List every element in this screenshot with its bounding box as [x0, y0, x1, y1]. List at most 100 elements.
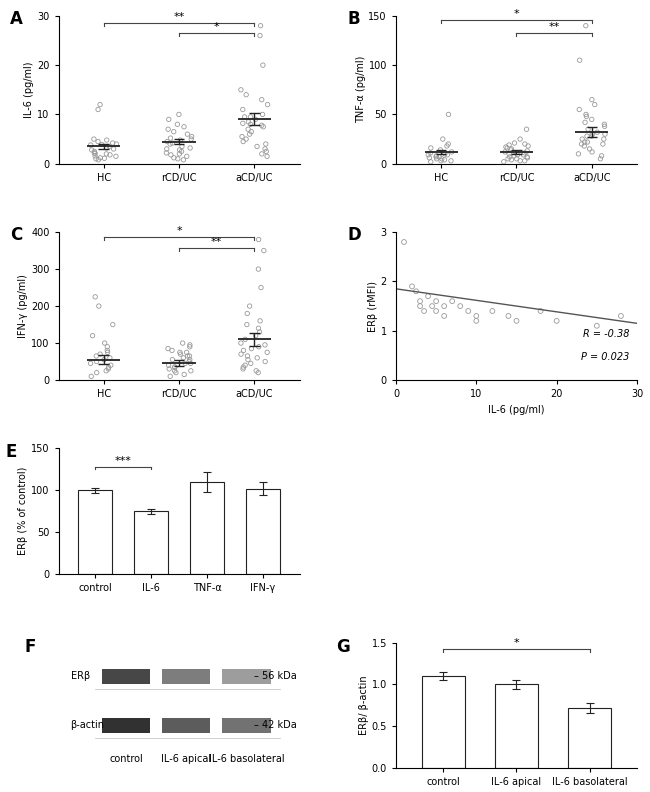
Point [446, 154, 456, 167]
Bar [567, 708, 612, 768]
Point [257, 59, 268, 71]
Point [439, 154, 450, 166]
Text: **: ** [174, 13, 185, 22]
Point [260, 338, 270, 351]
Point [91, 349, 101, 362]
Point [236, 348, 246, 360]
Point [243, 353, 254, 366]
Point [85, 357, 96, 370]
Point [180, 357, 190, 370]
Text: – 56 kDa: – 56 kDa [254, 672, 297, 681]
Bar [162, 718, 211, 733]
Point [165, 131, 176, 144]
Point [586, 130, 597, 143]
Point [170, 364, 180, 377]
Point [415, 295, 425, 307]
Point [107, 137, 118, 150]
Text: F: F [25, 638, 36, 656]
Point [577, 138, 587, 150]
Point [582, 135, 593, 148]
Point [185, 349, 195, 362]
Point [447, 146, 457, 158]
Bar [162, 669, 211, 684]
X-axis label: IL-6 (pg/ml): IL-6 (pg/ml) [488, 405, 545, 414]
Y-axis label: IL-6 (pg/ml): IL-6 (pg/ml) [24, 62, 34, 118]
Point [592, 319, 602, 332]
Point [579, 139, 590, 152]
Point [439, 310, 449, 322]
Point [580, 108, 591, 120]
Text: – 42 kDa: – 42 kDa [254, 721, 297, 730]
Bar [78, 490, 112, 574]
Point [263, 98, 273, 111]
Point [415, 299, 425, 312]
Point [240, 359, 250, 371]
Point [246, 125, 257, 138]
Point [257, 93, 267, 106]
Point [185, 353, 195, 366]
Point [257, 119, 267, 131]
Point [616, 310, 626, 322]
Point [174, 143, 185, 156]
Point [443, 108, 454, 120]
Point [251, 364, 261, 377]
Point [504, 139, 514, 151]
Point [522, 150, 532, 163]
Point [590, 98, 600, 111]
Point [436, 143, 446, 156]
Text: A: A [10, 10, 23, 28]
Point [455, 299, 465, 312]
Point [253, 366, 263, 379]
Point [178, 154, 188, 166]
Point [101, 147, 112, 160]
Point [93, 135, 103, 148]
Point [592, 126, 603, 139]
Point [99, 337, 110, 349]
Y-axis label: ERβ (% of control): ERβ (% of control) [18, 467, 28, 555]
Point [242, 318, 252, 331]
Point [254, 233, 264, 246]
Point [111, 150, 121, 162]
Point [181, 346, 192, 359]
Text: P = 0.023: P = 0.023 [581, 352, 630, 362]
Point [580, 116, 590, 128]
Point [92, 355, 102, 367]
Point [437, 153, 447, 166]
Point [600, 128, 610, 140]
Point [254, 263, 264, 276]
Text: **: ** [211, 237, 222, 247]
Point [509, 150, 519, 162]
Point [177, 337, 188, 349]
Point [439, 147, 450, 160]
Point [104, 140, 114, 153]
Point [186, 133, 196, 146]
Point [243, 116, 254, 128]
Point [163, 123, 174, 135]
Text: IL-6 apical: IL-6 apical [161, 755, 211, 764]
Point [463, 305, 473, 318]
Point [176, 145, 187, 158]
Point [186, 364, 196, 377]
Point [238, 363, 248, 375]
Bar [421, 676, 465, 768]
Point [95, 151, 105, 164]
Point [174, 108, 184, 120]
Point [108, 318, 118, 331]
Point [162, 342, 173, 355]
Point [595, 153, 606, 166]
Point [94, 299, 104, 312]
Point [255, 19, 266, 32]
Point [177, 140, 187, 153]
Point [179, 368, 189, 381]
Point [238, 103, 248, 116]
Point [174, 147, 185, 160]
Point [161, 143, 172, 155]
Point [99, 152, 110, 165]
Point [254, 341, 264, 353]
Point [523, 151, 533, 164]
Point [101, 364, 111, 377]
Point [431, 150, 441, 162]
Point [522, 145, 532, 158]
Point [86, 143, 97, 156]
Point [86, 370, 96, 383]
